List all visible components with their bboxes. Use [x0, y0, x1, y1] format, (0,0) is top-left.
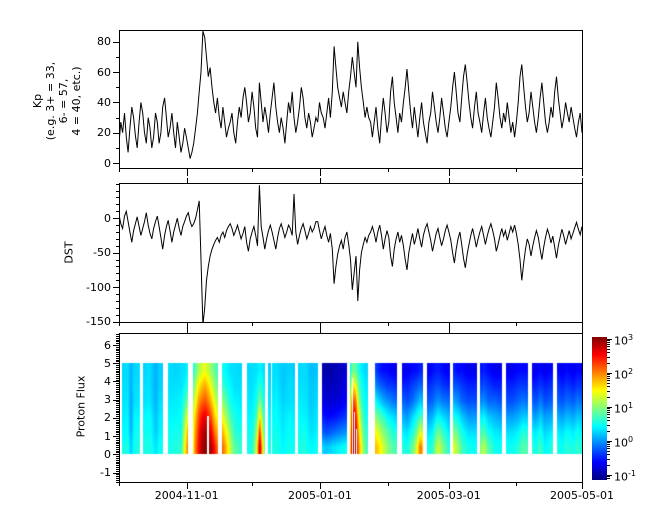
colorbar-tick-label: 100	[614, 434, 634, 450]
date-tick-label: 2004-11-01	[154, 489, 219, 502]
flux-tick-label: 2	[104, 411, 111, 425]
flux-tick-label: 6	[104, 338, 111, 352]
colorbar-tick-label: 10-1	[614, 468, 636, 484]
dst-tick-label: -150	[86, 315, 111, 329]
kp-tick-label: 0	[104, 156, 111, 170]
kp-series-line	[119, 31, 582, 159]
flux-tick-label: 1	[104, 429, 111, 443]
dst-series-line	[119, 185, 582, 322]
colorbar-gradient	[592, 337, 607, 480]
colorbar-tick-label: 101	[614, 400, 634, 416]
flux-tick-label: 3	[104, 393, 111, 407]
panel-borders	[119, 30, 583, 483]
flux-tick-label: -1	[100, 466, 111, 480]
kp-tick-label: 60	[97, 65, 111, 79]
dst-tick-label: -50	[93, 246, 111, 260]
colorbar-tick-label: 102	[614, 366, 634, 382]
kp-tick-label: 80	[97, 35, 111, 49]
flux-tick-label: 5	[104, 356, 111, 370]
axis-ticks	[113, 42, 612, 489]
dst-tick-label: -100	[86, 280, 111, 294]
dst-tick-label: 0	[104, 211, 111, 225]
proton-flux-heatmap	[119, 333, 582, 482]
date-tick-label: 2005-05-01	[550, 489, 614, 502]
flux-tick-label: 0	[104, 447, 111, 461]
kp-tick-label: 20	[97, 126, 111, 140]
date-tick-label: 2005-01-01	[287, 489, 352, 502]
flux-tick-label: 4	[104, 374, 111, 388]
colorbar-tick-label: 103	[614, 332, 634, 348]
kp-tick-label: 40	[97, 95, 111, 109]
date-tick-label: 2005-03-01	[416, 489, 481, 502]
